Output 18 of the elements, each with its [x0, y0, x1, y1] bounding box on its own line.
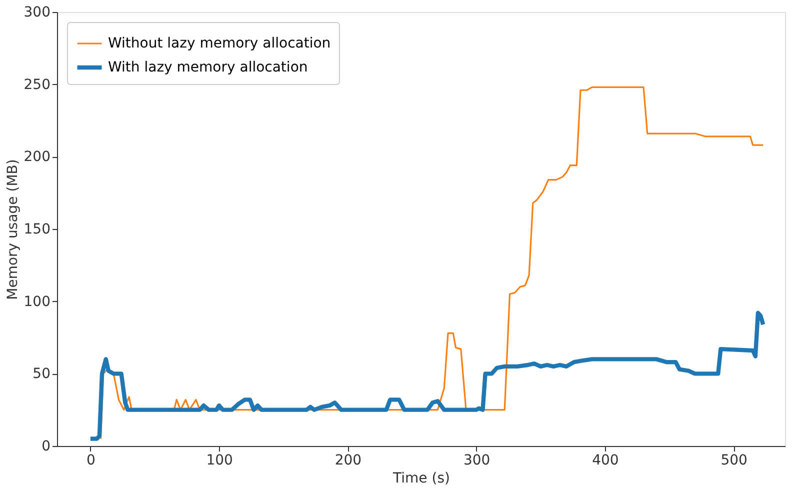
x-tick-label: 300 — [463, 452, 490, 468]
legend-label: With lazy memory allocation — [108, 60, 308, 76]
y-tick-label: 0 — [42, 438, 50, 454]
legend-label: Without lazy memory allocation — [108, 36, 331, 52]
y-tick-label: 250 — [24, 76, 50, 93]
x-tick-label: 400 — [592, 452, 619, 468]
x-tick-label: 500 — [720, 452, 748, 468]
y-tick-label: 300 — [24, 4, 50, 20]
y-tick-label: 150 — [24, 222, 50, 238]
x-tick-label: 0 — [86, 452, 96, 468]
x-tick-label: 100 — [206, 452, 233, 468]
y-tick-label: 200 — [24, 149, 50, 166]
y-axis-title: Memory usage (MB) — [4, 159, 21, 300]
x-axis-title: Time (s) — [392, 470, 450, 486]
line-series — [88, 310, 766, 441]
y-tick-label: 100 — [24, 294, 50, 310]
y-tick-label: 50 — [32, 366, 50, 382]
x-tick-label: 200 — [334, 452, 362, 468]
